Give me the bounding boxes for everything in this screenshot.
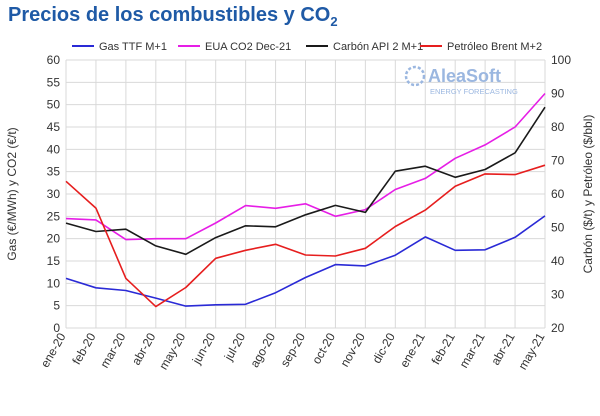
- y-right-tick-label: 100: [551, 53, 571, 67]
- y-right-tick-label: 20: [551, 321, 565, 335]
- legend-label: EUA CO2 Dec-21: [205, 41, 291, 53]
- x-tick-label: oct-20: [309, 330, 338, 366]
- y-right-tick-label: 30: [551, 288, 565, 302]
- y-right-tick-label: 80: [551, 120, 565, 134]
- series-line-2: [65, 92, 546, 241]
- x-tick-label: abr-21: [488, 330, 518, 367]
- x-tick-label: mar-20: [97, 330, 128, 370]
- y-left-tick-label: 10: [47, 276, 61, 290]
- x-tick-label: feb-20: [69, 330, 98, 367]
- legend-label: Petróleo Brent M+2: [447, 41, 542, 53]
- logo-tagline: ENERGY FORECASTING: [430, 87, 518, 96]
- chart-title-text: Precios de los combustibles y CO: [8, 4, 331, 26]
- y-left-tick-label: 55: [47, 75, 61, 89]
- y-left-tick-label: 60: [47, 53, 61, 67]
- chart-title: Precios de los combustibles y CO2: [8, 4, 338, 29]
- x-tick-label: feb-21: [429, 330, 458, 367]
- y-left-tick-label: 20: [47, 232, 61, 246]
- x-tick-label: may-20: [156, 330, 188, 372]
- x-tick-label: ene-20: [38, 330, 69, 370]
- legend-label: Carbón API 2 M+1: [333, 41, 423, 53]
- y-left-tick-label: 30: [47, 187, 61, 201]
- y-left-tick-label: 15: [47, 254, 61, 268]
- x-tick-label: nov-20: [337, 330, 368, 369]
- y-left-axis-label: Gas (€/MWh) y CO2 (€/t): [5, 127, 19, 260]
- y-right-tick-label: 40: [551, 254, 565, 268]
- y-left-tick-label: 40: [47, 142, 61, 156]
- logo-name: AleaSoft: [428, 66, 501, 86]
- y-right-tick-label: 90: [551, 87, 565, 101]
- x-tick-label: jul-20: [221, 330, 248, 364]
- y-right-tick-label: 70: [551, 154, 565, 168]
- y-left-tick-label: 0: [53, 321, 60, 335]
- aleasoft-logo-icon: [404, 65, 426, 87]
- series-line-1: [65, 215, 546, 307]
- x-tick-label: mar-21: [457, 330, 488, 370]
- y-left-tick-label: 45: [47, 120, 61, 134]
- x-tick-label: abr-20: [129, 330, 159, 367]
- y-right-tick-label: 60: [551, 187, 565, 201]
- y-left-tick-label: 5: [53, 299, 60, 313]
- x-tick-label: dic-20: [369, 330, 398, 366]
- x-tick-label: may-21: [515, 330, 547, 372]
- series-line-4: [65, 164, 546, 308]
- series-line-3: [65, 106, 546, 256]
- y-left-tick-label: 35: [47, 165, 61, 179]
- legend-label: Gas TTF M+1: [99, 41, 167, 53]
- y-left-tick-label: 50: [47, 98, 61, 112]
- x-tick-label: ene-21: [397, 330, 428, 370]
- x-tick-label: jun-20: [189, 330, 218, 367]
- y-right-tick-label: 50: [551, 221, 565, 235]
- x-tick-label: ago-20: [247, 330, 278, 370]
- y-right-axis-label: Carbón ($/t) y Petróleo ($/bbl): [581, 115, 595, 274]
- x-tick-label: sep-20: [278, 330, 309, 369]
- y-left-tick-label: 25: [47, 209, 61, 223]
- chart-title-subscript: 2: [330, 14, 338, 29]
